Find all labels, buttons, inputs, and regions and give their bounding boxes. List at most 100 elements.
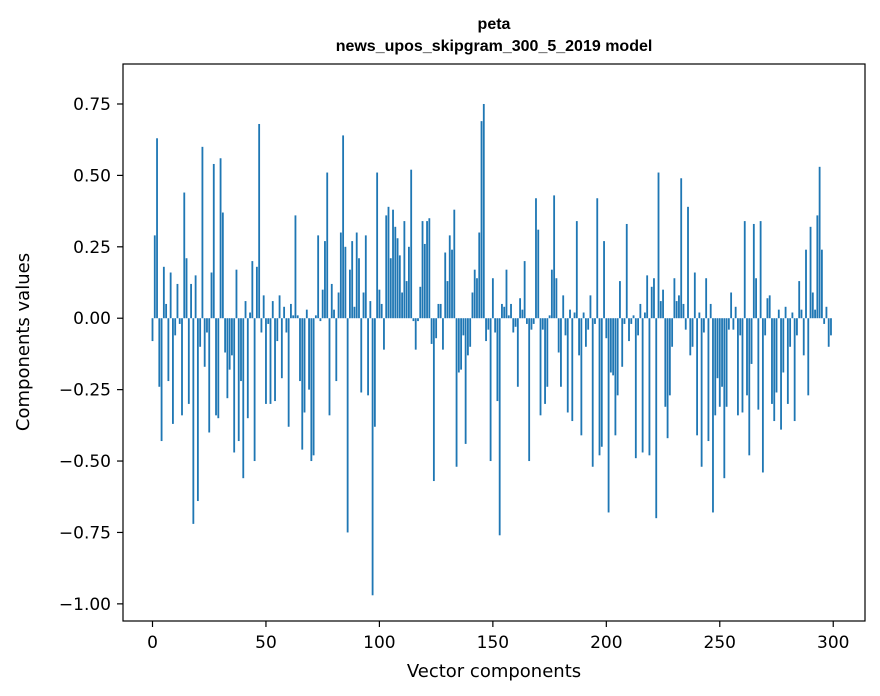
bar-298 — [827, 318, 830, 347]
plot-frame — [122, 63, 866, 622]
bar-248 — [714, 318, 717, 416]
bar-127 — [439, 303, 442, 319]
bar-101 — [380, 303, 383, 319]
chart-title-line1: peta — [478, 16, 511, 33]
bar-110 — [401, 292, 404, 319]
bar-199 — [603, 241, 605, 319]
bar-142 — [473, 269, 476, 319]
bar-166 — [528, 318, 531, 462]
bar-85 — [344, 246, 347, 319]
bar-285 — [798, 281, 801, 319]
bar-130 — [446, 281, 449, 319]
bar-155 — [503, 306, 506, 319]
bars-group — [151, 103, 832, 596]
bar-27 — [212, 163, 215, 319]
bar-241 — [698, 312, 701, 319]
bar-276 — [777, 309, 780, 319]
bar-26 — [210, 272, 213, 319]
bar-167 — [530, 318, 533, 330]
bar-251 — [721, 318, 723, 387]
bar-24 — [206, 318, 208, 333]
bar-184 — [569, 309, 571, 319]
bar-221 — [653, 278, 655, 319]
bar-112 — [405, 281, 408, 319]
bar-152 — [496, 318, 499, 402]
bar-150 — [491, 278, 494, 319]
bar-274 — [773, 318, 776, 422]
bar-109 — [398, 255, 401, 319]
bar-243 — [702, 318, 705, 333]
bar-65 — [299, 318, 301, 382]
bar-198 — [600, 318, 603, 447]
bar-78 — [328, 318, 331, 416]
bar-293 — [816, 215, 819, 319]
bar-223 — [657, 172, 660, 319]
bar-229 — [671, 318, 674, 347]
bar-187 — [575, 221, 578, 319]
bar-48 — [260, 318, 263, 333]
bar-20 — [196, 318, 199, 502]
bar-234 — [682, 303, 685, 319]
bar-120 — [423, 243, 426, 319]
bar-126 — [437, 303, 440, 319]
x-axis-ticks: 0 50 100 150 200 250 300 — [147, 621, 849, 653]
bar-111 — [403, 221, 406, 319]
bar-45 — [253, 318, 256, 462]
bar-189 — [580, 318, 583, 436]
bar-94 — [364, 235, 367, 319]
bar-16 — [187, 318, 190, 404]
bar-181 — [562, 295, 565, 319]
bar-288 — [805, 249, 807, 319]
bar-242 — [700, 318, 703, 467]
bar-281 — [789, 318, 792, 347]
bar-105 — [389, 258, 392, 319]
bar-227 — [666, 318, 669, 439]
bar-190 — [582, 312, 585, 319]
bar-178 — [555, 278, 558, 319]
bar-258 — [737, 318, 739, 416]
bar-93 — [362, 292, 365, 319]
bar-72 — [314, 315, 317, 319]
bar-39 — [240, 318, 242, 382]
bar-172 — [541, 318, 544, 330]
bar-158 — [510, 303, 512, 319]
bar-84 — [342, 135, 345, 319]
bar-3 — [158, 318, 161, 387]
bar-168 — [532, 318, 535, 324]
bar-159 — [512, 318, 515, 333]
bar-123 — [430, 318, 433, 344]
x-tick-label-1: 50 — [255, 633, 277, 653]
bar-54 — [274, 318, 276, 402]
bar-233 — [680, 178, 683, 319]
bar-22 — [201, 146, 204, 319]
bar-19 — [194, 275, 197, 319]
bar-129 — [444, 252, 447, 319]
bar-188 — [578, 318, 580, 356]
bar-220 — [650, 286, 653, 319]
bar-203 — [612, 318, 615, 376]
bar-145 — [480, 121, 483, 319]
bar-204 — [614, 318, 617, 436]
bar-202 — [609, 318, 612, 373]
bar-289 — [807, 318, 810, 396]
bar-277 — [780, 318, 782, 430]
bar-82 — [337, 292, 340, 319]
bar-1 — [153, 235, 156, 319]
bar-287 — [802, 318, 805, 356]
bar-17 — [190, 283, 192, 319]
bar-240 — [696, 318, 698, 436]
bar-15 — [185, 258, 188, 319]
bar-237 — [689, 318, 692, 356]
bar-14 — [183, 192, 186, 319]
bar-147 — [485, 318, 487, 342]
bar-153 — [498, 318, 501, 536]
bar-50 — [265, 318, 267, 404]
bar-149 — [489, 318, 492, 462]
bar-299 — [830, 318, 832, 336]
bar-218 — [646, 275, 649, 319]
bar-253 — [725, 318, 728, 407]
bar-55 — [276, 318, 279, 342]
bar-222 — [655, 318, 658, 519]
bar-271 — [766, 298, 769, 319]
bar-25 — [208, 318, 211, 433]
